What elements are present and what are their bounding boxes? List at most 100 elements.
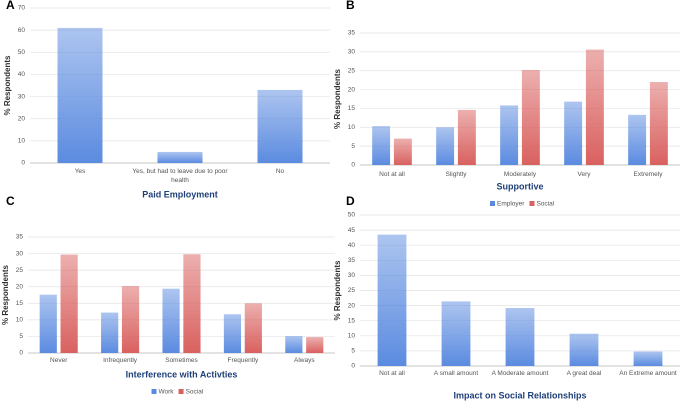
- bar: [521, 69, 540, 165]
- legend-swatch: [529, 201, 535, 206]
- y-tick-label: 10: [18, 138, 26, 145]
- x-tick-label: A small amount: [433, 370, 479, 377]
- x-axis-label: Supportive: [496, 181, 543, 191]
- y-tick-label: 45: [348, 227, 356, 234]
- y-tick-label: 40: [348, 242, 356, 249]
- panel-label: C: [6, 194, 15, 208]
- y-tick-label: 50: [348, 212, 356, 219]
- y-tick-label: 50: [18, 49, 26, 56]
- panel-label: B: [346, 0, 355, 12]
- y-tick-label: 25: [348, 67, 356, 74]
- y-tick-label: 0: [19, 350, 23, 357]
- x-tick-label: Frequently: [227, 357, 259, 364]
- bar: [372, 126, 391, 165]
- x-tick-label: No: [275, 168, 285, 175]
- bar: [505, 308, 535, 366]
- y-tick-label: 35: [16, 234, 24, 241]
- y-tick-label: 35: [348, 30, 356, 37]
- x-tick-label: Never: [50, 357, 68, 364]
- x-axis-label: Interference with Activties: [126, 369, 238, 379]
- bar: [569, 333, 599, 366]
- legend-swatch: [151, 389, 157, 394]
- bar: [500, 105, 519, 165]
- y-tick-label: 25: [348, 287, 356, 294]
- x-tick-label: Not at all: [379, 171, 405, 178]
- y-axis-label: % Respondents: [333, 68, 342, 129]
- x-tick-label: An Extreme amount: [619, 370, 677, 377]
- bar: [57, 27, 103, 163]
- y-tick-label: 0: [351, 162, 355, 169]
- y-tick-label: 20: [348, 302, 356, 309]
- y-tick-label: 40: [18, 71, 26, 78]
- bar: [162, 288, 180, 353]
- y-tick-label: 35: [348, 257, 356, 264]
- panel-label: D: [346, 194, 355, 208]
- x-tick-label: A great deal: [566, 370, 602, 377]
- x-tick-label: Yes: [74, 168, 86, 175]
- x-tick-label: Moderately: [503, 171, 537, 178]
- y-tick-label: 15: [348, 317, 356, 324]
- legend-label: Social: [186, 389, 204, 396]
- y-tick-label: 15: [16, 300, 24, 307]
- y-tick-label: 30: [18, 93, 26, 100]
- bar: [393, 138, 412, 165]
- y-tick-label: 5: [351, 348, 355, 355]
- bar: [157, 151, 203, 163]
- y-tick-label: 5: [351, 143, 355, 150]
- x-tick-label: Very: [577, 171, 591, 178]
- bar: [60, 254, 78, 353]
- legend-label: Employer: [497, 201, 525, 208]
- bar: [628, 114, 647, 165]
- y-tick-label: 20: [348, 86, 356, 93]
- bar: [121, 286, 140, 353]
- x-tick-label: Always: [293, 357, 315, 364]
- y-tick-label: 25: [16, 267, 24, 274]
- bar: [436, 127, 455, 165]
- y-tick-label: 20: [18, 115, 26, 122]
- y-tick-label: 10: [348, 333, 356, 340]
- y-tick-label: 30: [348, 272, 356, 279]
- bar: [649, 82, 668, 165]
- y-tick-label: 70: [18, 5, 26, 12]
- bar: [585, 49, 604, 165]
- bar: [285, 336, 303, 353]
- legend-label: Social: [536, 201, 554, 208]
- bar: [564, 101, 583, 165]
- y-tick-label: 15: [348, 105, 356, 112]
- x-tick-label: Infrequently: [103, 357, 138, 364]
- x-tick-label: Extremely: [633, 171, 663, 178]
- y-axis-label: % Respondents: [3, 55, 12, 116]
- y-axis-label: % Respondents: [333, 260, 342, 321]
- y-tick-label: 30: [348, 49, 356, 56]
- y-tick-label: 10: [348, 124, 356, 131]
- y-tick-label: 0: [351, 363, 355, 370]
- bar: [101, 312, 119, 353]
- bar: [377, 234, 407, 366]
- y-tick-label: 20: [16, 283, 24, 290]
- x-tick-label: Slightly: [445, 171, 467, 178]
- legend-swatch: [178, 389, 184, 394]
- x-tick-label: A Moderate amount: [491, 370, 549, 377]
- y-tick-label: 5: [19, 333, 23, 340]
- bar: [183, 254, 201, 353]
- legend-swatch: [490, 201, 495, 206]
- y-tick-label: 0: [21, 160, 25, 167]
- y-axis-label: % Respondents: [1, 264, 10, 325]
- x-tick-label: Sometimes: [165, 357, 198, 364]
- x-tick-label: Yes, but had to leave due to poor health: [132, 168, 228, 184]
- panel-label: A: [6, 0, 15, 12]
- bar: [223, 314, 242, 353]
- y-tick-label: 60: [18, 27, 26, 34]
- x-axis-label: Paid Employment: [142, 189, 218, 199]
- bar: [457, 109, 476, 165]
- x-tick-label: Not at all: [379, 370, 405, 377]
- bar: [441, 301, 471, 366]
- bar: [306, 337, 324, 353]
- x-axis-label: Impact on Social Relationships: [453, 390, 586, 400]
- legend-label: Work: [159, 389, 175, 396]
- y-tick-label: 10: [16, 317, 24, 324]
- y-tick-label: 30: [16, 250, 24, 257]
- bar: [39, 294, 57, 353]
- bar: [244, 303, 262, 353]
